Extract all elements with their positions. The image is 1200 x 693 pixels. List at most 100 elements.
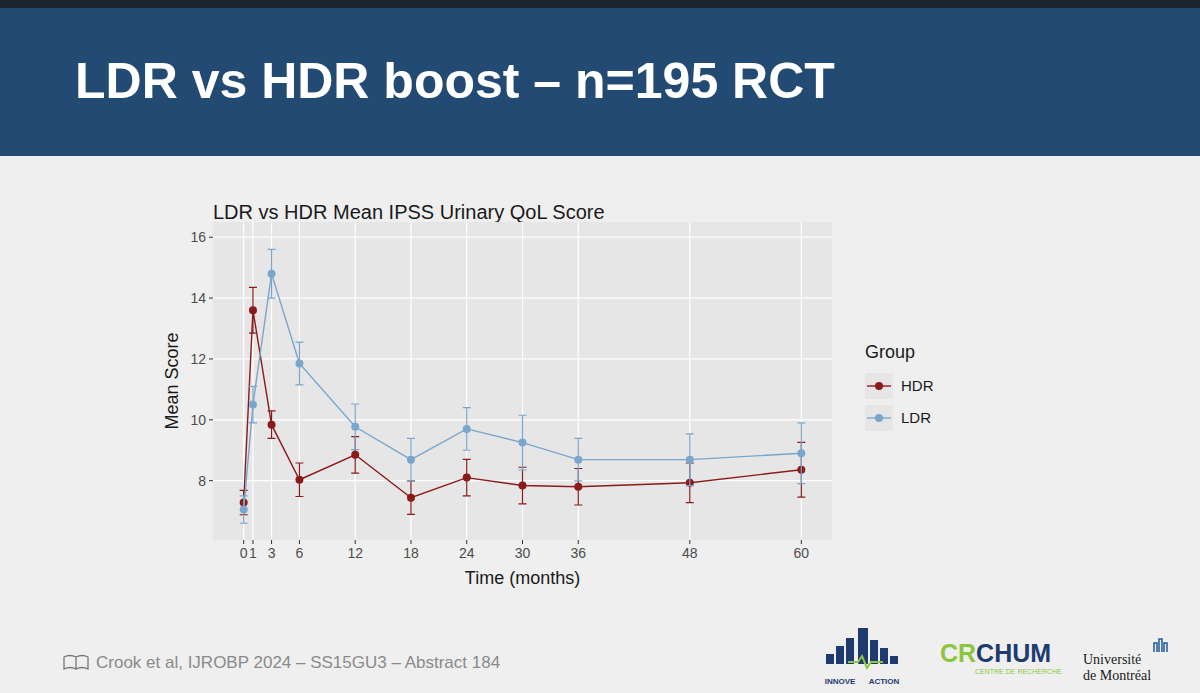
logo-innove: INNOVE ACTION [825,628,900,686]
error-bar [268,249,276,298]
x-tick-label: 12 [347,545,363,561]
logo-text: de Montréal [1083,668,1151,683]
x-tick-label: 0 [240,545,248,561]
data-point [407,494,415,502]
series-line [244,274,802,510]
error-bar [797,423,805,484]
x-tick [299,540,300,544]
data-point [249,306,257,314]
logo-bar [870,640,878,664]
y-axis-label: Mean Score [162,332,182,429]
data-point [295,360,303,368]
y-tick [209,358,213,359]
legend-title: Group [865,342,915,362]
legend-label: HDR [901,377,934,394]
data-point [407,456,415,464]
error-bar [351,404,359,450]
logo-crchum: CRCHUM [940,639,1051,667]
y-tick [209,419,213,420]
data-point [249,401,257,409]
error-bar [574,438,582,481]
chart-title: LDR vs HDR Mean IPSS Urinary QoL Score [213,201,605,223]
slide-title: LDR vs HDR boost – n=195 RCT [75,53,835,109]
x-tick [410,540,411,544]
book-icon-shape [64,656,88,670]
slide: LDR vs HDR boost – n=195 RCT LDR vs HDR M… [0,0,1200,693]
data-point [686,456,694,464]
data-point [240,506,248,514]
y-tick-label: 12 [190,351,206,367]
x-tick-label: 36 [570,545,586,561]
series-hdr [240,287,806,514]
x-axis-label: Time (months) [465,568,580,588]
x-tick [271,540,272,544]
data-point [351,423,359,431]
legend-label: LDR [901,409,931,426]
logo-text: ACTION [869,677,900,686]
data-point [574,456,582,464]
error-bar [519,467,527,504]
error-bar [295,342,303,385]
logo-text: INNOVE [825,677,856,686]
grid-line-x [355,222,356,540]
error-bar [463,459,471,496]
error-bar [463,408,471,451]
x-tick-label: 30 [515,545,531,561]
legend-key-marker [875,382,883,390]
top-stripe [0,0,1200,8]
logo-text: CHUM [976,639,1051,667]
data-point [351,451,359,459]
x-tick [243,540,244,544]
citation: Crook et al, IJROBP 2024 – SS15GU3 – Abs… [96,653,500,672]
y-tick [209,480,213,481]
data-point [463,425,471,433]
data-point [519,439,527,447]
data-point [797,449,805,457]
error-bar [407,438,415,481]
x-tick [689,540,690,544]
plot-panel [213,222,832,540]
data-point [574,483,582,491]
x-tick [801,540,802,544]
y-tick-label: 8 [198,473,206,489]
x-tick [466,540,467,544]
logo-bar [826,654,834,664]
x-tick-label: 6 [296,545,304,561]
x-tick-label: 1 [249,545,257,561]
book-icon [64,656,88,670]
logo-bar [890,656,898,664]
x-tick-label: 18 [403,545,419,561]
slide-background [0,0,1200,693]
x-tick [522,540,523,544]
x-tick [355,540,356,544]
error-bar [240,496,248,523]
y-tick [209,237,213,238]
logo-pulse [848,656,883,668]
error-bar [407,481,415,514]
x-tick [252,540,253,544]
x-tick-label: 60 [794,545,810,561]
y-tick-label: 14 [190,290,206,306]
data-point [463,474,471,482]
logo-bar [836,646,844,664]
error-bar [249,287,257,333]
data-point [268,421,276,429]
data-layer [240,249,806,523]
x-tick-label: 24 [459,545,475,561]
y-tick-label: 16 [190,229,206,245]
data-point [295,476,303,484]
legend-key-marker [875,414,883,422]
logo-text: CR [940,639,976,667]
error-bar [519,415,527,470]
error-bar [295,463,303,496]
logo-text: CENTRE DE RECHERCHE [975,668,1062,675]
data-point [519,482,527,490]
grid-line-x [252,222,253,540]
x-tick [578,540,579,544]
legend-key-bg [865,405,893,431]
series-ldr [240,249,806,523]
error-bar [268,411,276,438]
x-tick-label: 48 [682,545,698,561]
logo-udem-icon [1154,639,1167,652]
logo-bar [846,638,854,664]
